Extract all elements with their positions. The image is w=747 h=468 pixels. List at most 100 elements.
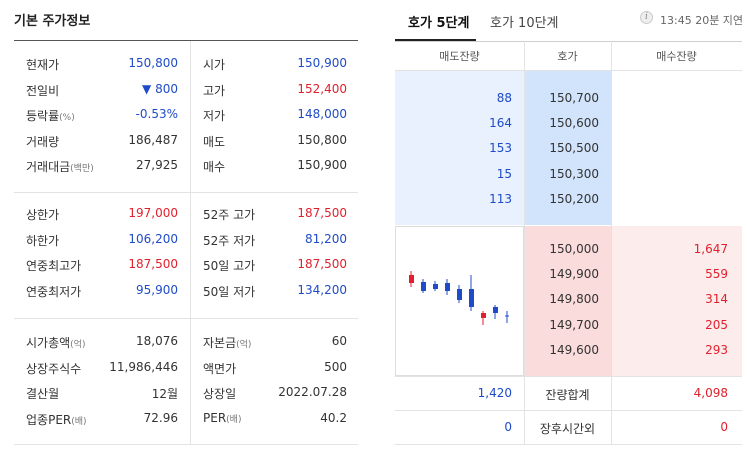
ask-price[interactable]: 150,700 xyxy=(549,91,599,105)
info-label: 시가 xyxy=(203,58,226,72)
ask-qty-zone xyxy=(395,71,524,225)
info-value: 40.2 xyxy=(320,410,347,425)
after-hours-label: 장후시간외 xyxy=(539,422,596,436)
group-divider-3 xyxy=(14,444,358,445)
header-divider xyxy=(395,70,742,71)
total-bid-qty: 4,098 xyxy=(693,386,728,400)
candle-4 xyxy=(445,279,450,295)
info-label: 시가총액(억) xyxy=(26,334,85,351)
candle-1 xyxy=(409,271,414,287)
info-value: 2022.07.28 xyxy=(278,385,347,399)
col-separator-2 xyxy=(611,41,612,445)
ask-price-zone xyxy=(524,71,611,225)
bid-qty-zone xyxy=(611,226,742,376)
left-column-separator xyxy=(190,41,191,445)
ask-price[interactable]: 150,300 xyxy=(549,166,599,181)
tab-10-levels[interactable]: 호가 10단계 xyxy=(490,16,559,31)
ask-qty: 153 xyxy=(489,141,512,156)
info-value: 148,000 xyxy=(297,107,347,121)
info-label-text: 시가총액 xyxy=(26,336,71,350)
info-value: 60 xyxy=(331,334,347,348)
info-label: 상한가 xyxy=(26,208,60,222)
info-label-text: PER xyxy=(203,410,227,425)
info-value: 72.96 xyxy=(143,410,178,425)
bid-qty: 1,647 xyxy=(693,242,728,256)
after-hours-bid-qty: 0 xyxy=(720,420,728,434)
bid-price[interactable]: 149,700 xyxy=(549,317,599,332)
candle-chart-svg xyxy=(409,271,509,325)
info-label: 자본금(억) xyxy=(203,334,251,351)
info-label: 52주 저가 xyxy=(203,233,256,248)
ask-qty: 88 xyxy=(496,91,512,105)
info-value: 187,500 xyxy=(128,257,178,271)
info-value: 150,800 xyxy=(297,132,347,147)
info-label: 매도 xyxy=(203,134,226,149)
info-value: 134,200 xyxy=(297,282,347,297)
info-value: 106,200 xyxy=(128,231,178,246)
candle-7 xyxy=(481,311,486,325)
info-value: -0.53% xyxy=(135,107,178,121)
info-label-text: 거래대금 xyxy=(26,160,71,174)
delay-note: 13:45 20분 지연 xyxy=(660,14,744,27)
info-value: 186,487 xyxy=(128,132,178,147)
bid-qty: 314 xyxy=(705,292,728,307)
info-label: 액면가 xyxy=(203,361,237,376)
candle-9 xyxy=(505,311,509,323)
info-label: 연중최저가 xyxy=(26,284,82,299)
header-bid-qty: 매수잔량 xyxy=(656,50,697,63)
active-tab-underline xyxy=(395,39,476,41)
info-label: 50일 고가 xyxy=(203,259,256,273)
info-value: ▼ 800 xyxy=(142,81,178,96)
info-label-unit: (%) xyxy=(59,113,75,123)
info-value: 11,986,446 xyxy=(109,359,178,374)
info-label: 상장일 xyxy=(203,387,237,401)
info-label-unit: (억) xyxy=(70,340,86,350)
ask-price[interactable]: 150,200 xyxy=(549,191,599,206)
bid-qty: 205 xyxy=(705,317,728,332)
candle-3 xyxy=(433,281,438,291)
group-divider-2 xyxy=(14,318,358,319)
ask-qty: 113 xyxy=(489,191,512,206)
ask-qty: 15 xyxy=(496,166,512,181)
tab-5-levels[interactable]: 호가 5단계 xyxy=(408,16,470,31)
info-label: 하한가 xyxy=(26,233,60,248)
header-price: 호가 xyxy=(557,50,578,63)
info-value: 152,400 xyxy=(297,81,347,96)
info-value: 150,800 xyxy=(128,56,178,70)
info-value: 81,200 xyxy=(305,231,347,246)
bid-price[interactable]: 149,800 xyxy=(549,292,599,307)
candle-8 xyxy=(493,305,498,319)
bid-price-zone xyxy=(524,226,611,376)
ask-price[interactable]: 150,500 xyxy=(549,141,599,156)
info-value: 150,900 xyxy=(297,56,347,70)
info-label: 등락률(%) xyxy=(26,107,75,124)
summary-divider xyxy=(395,376,742,377)
info-label-text: 업종PER xyxy=(26,412,72,427)
info-label-text: 자본금 xyxy=(203,336,237,350)
bid-qty: 293 xyxy=(705,342,728,357)
title-divider xyxy=(14,40,358,41)
info-label: 상장주식수 xyxy=(26,361,82,376)
ask-price[interactable]: 150,600 xyxy=(549,116,599,131)
candle-6 xyxy=(469,275,474,311)
orderbook-top-divider xyxy=(395,41,742,42)
bid-qty: 559 xyxy=(705,267,728,282)
info-label: 연중최고가 xyxy=(26,259,82,273)
info-label: 고가 xyxy=(203,83,226,98)
bid-price[interactable]: 149,600 xyxy=(549,342,599,357)
info-value: 187,500 xyxy=(297,257,347,271)
info-label-unit: (배) xyxy=(226,414,242,425)
info-value: 500 xyxy=(324,359,347,374)
bid-price[interactable]: 149,900 xyxy=(549,267,599,282)
bid-price[interactable]: 150,000 xyxy=(549,242,599,256)
info-label-unit: (배) xyxy=(71,416,87,427)
header-ask-qty: 매도잔량 xyxy=(439,50,480,63)
info-value: 12월 xyxy=(151,387,178,401)
panel-title: 기본 주가정보 xyxy=(14,14,91,29)
candle-5 xyxy=(457,285,462,303)
info-label-text: 등락률 xyxy=(26,109,60,123)
info-label: 업종PER(배) xyxy=(26,411,87,428)
candle-2 xyxy=(421,279,426,293)
info-label: 거래대금(백만) xyxy=(26,158,94,175)
info-icon[interactable]: i xyxy=(640,11,653,24)
